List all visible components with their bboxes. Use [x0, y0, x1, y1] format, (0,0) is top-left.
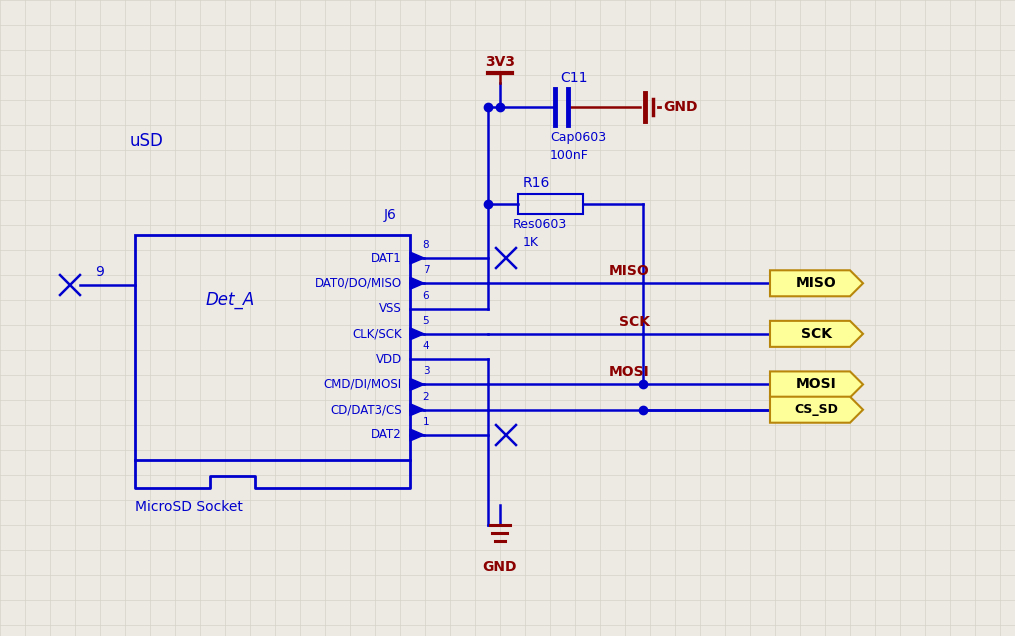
- Polygon shape: [410, 429, 424, 441]
- Text: 5: 5: [422, 316, 429, 326]
- Text: Det_A: Det_A: [205, 291, 255, 309]
- Text: 8: 8: [422, 240, 429, 250]
- Polygon shape: [770, 397, 863, 423]
- Text: MOSI: MOSI: [609, 366, 650, 380]
- Text: MISO: MISO: [609, 265, 650, 279]
- Polygon shape: [770, 321, 863, 347]
- Polygon shape: [770, 371, 863, 398]
- Polygon shape: [410, 328, 424, 340]
- Text: 100nF: 100nF: [550, 149, 589, 162]
- Text: Res0603: Res0603: [513, 218, 567, 231]
- Text: DAT2: DAT2: [371, 429, 402, 441]
- Text: GND: GND: [483, 560, 518, 574]
- Text: SCK: SCK: [801, 327, 832, 341]
- Text: GND: GND: [663, 100, 697, 114]
- Text: CS_SD: CS_SD: [795, 403, 838, 416]
- Text: 4: 4: [422, 341, 429, 351]
- Text: DAT0/DO/MISO: DAT0/DO/MISO: [315, 277, 402, 290]
- Text: 3V3: 3V3: [485, 55, 515, 69]
- Text: MISO: MISO: [796, 276, 837, 290]
- Polygon shape: [410, 378, 424, 391]
- Polygon shape: [410, 277, 424, 289]
- Text: 2: 2: [422, 392, 429, 402]
- Text: CMD/DI/MOSI: CMD/DI/MOSI: [324, 378, 402, 391]
- Text: 6: 6: [422, 291, 429, 301]
- Text: Cap0603: Cap0603: [550, 131, 606, 144]
- Text: VSS: VSS: [380, 302, 402, 315]
- Text: uSD: uSD: [130, 132, 163, 150]
- Text: 3: 3: [422, 366, 429, 377]
- Polygon shape: [410, 404, 424, 416]
- Polygon shape: [410, 252, 424, 264]
- Text: CLK/SCK: CLK/SCK: [352, 328, 402, 340]
- Text: SCK: SCK: [619, 315, 650, 329]
- Bar: [135, 235, 410, 460]
- Text: C11: C11: [560, 71, 588, 85]
- Text: MOSI: MOSI: [796, 377, 837, 391]
- Text: 1K: 1K: [523, 236, 539, 249]
- Text: R16: R16: [523, 176, 550, 190]
- Text: 7: 7: [422, 265, 429, 275]
- Text: VDD: VDD: [376, 352, 402, 366]
- Text: DAT1: DAT1: [371, 251, 402, 265]
- Text: 1: 1: [422, 417, 429, 427]
- Bar: [518, 194, 583, 214]
- Text: J6: J6: [384, 208, 397, 222]
- Text: CD/DAT3/CS: CD/DAT3/CS: [330, 403, 402, 416]
- Polygon shape: [770, 270, 863, 296]
- Text: 9: 9: [95, 265, 105, 279]
- Text: MicroSD Socket: MicroSD Socket: [135, 500, 243, 514]
